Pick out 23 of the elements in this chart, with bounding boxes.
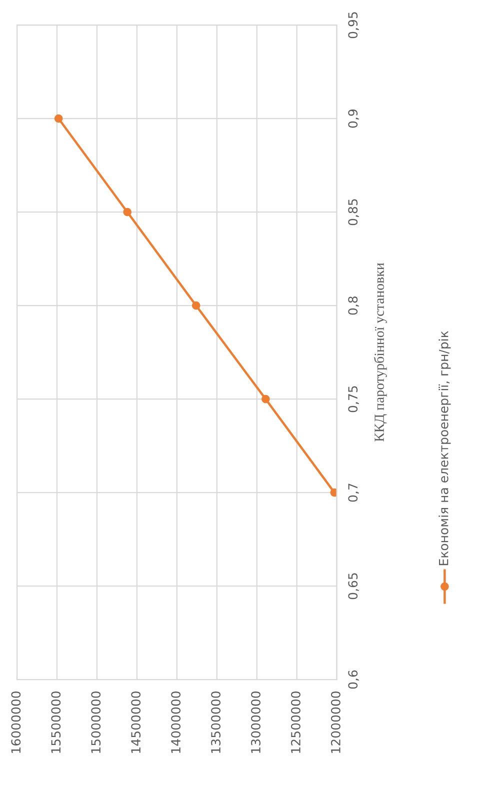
y-tick-label: 0,65 [348,573,359,600]
x-tick-label: 15500000 [51,692,61,753]
y-tick-label: 0,9 [348,110,359,128]
point [54,114,63,123]
x-tick-label: 12000000 [330,692,340,753]
y-tick-label: 0,8 [348,296,359,315]
y-tick-label: 0,95 [348,12,359,38]
x-tick-label: 14500000 [131,692,141,753]
y-tick-label: 0,85 [348,199,359,226]
y-axis-title: ККД паротурбінної установки [374,263,387,442]
y-tick-label: 0,7 [348,484,359,502]
x-tick-label: 13500000 [211,692,221,753]
x-tick-label: 14000000 [171,692,181,753]
x-tick-label: 13000000 [251,692,260,753]
y-tick-label: 0,6 [348,670,359,689]
text: Економія на електроенергії, грн/рік [438,331,451,566]
point [123,208,132,216]
point [261,394,270,404]
point [192,301,200,310]
y-tick-label: 0,75 [348,386,359,412]
x-tick-label: 12500000 [290,692,300,753]
x-tick-label: 15000000 [91,692,101,753]
x-tick-label: 16000000 [11,692,21,753]
